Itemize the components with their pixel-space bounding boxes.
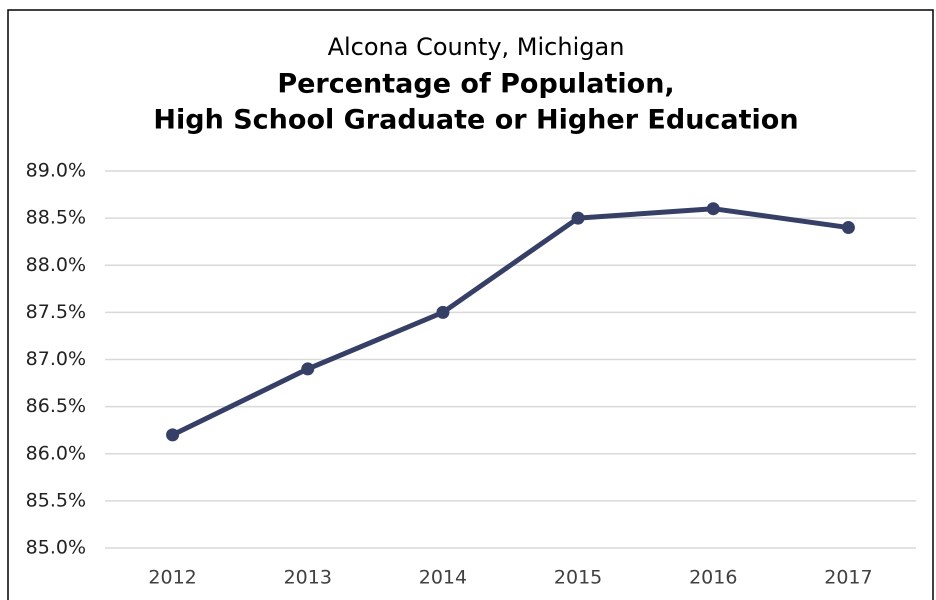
data-point (166, 428, 180, 442)
y-tick-label: 88.0% (26, 254, 86, 276)
chart-border (7, 9, 934, 600)
y-tick-label: 87.5% (26, 301, 86, 323)
chart-subtitle: Percentage of Population, (277, 69, 674, 100)
x-tick-label: 2016 (689, 567, 737, 589)
x-tick-label: 2014 (419, 567, 467, 589)
chart-title: Alcona County, Michigan (328, 33, 625, 61)
x-tick-label: 2017 (824, 567, 872, 589)
y-tick-label: 85.5% (26, 489, 86, 511)
x-tick-label: 2013 (284, 567, 332, 589)
data-point (706, 202, 720, 216)
y-tick-label: 85.0% (26, 537, 86, 559)
x-tick-label: 2012 (148, 567, 196, 589)
data-point (436, 305, 450, 319)
data-point (301, 362, 315, 376)
y-tick-label: 86.5% (26, 395, 86, 417)
data-point (841, 221, 855, 235)
x-tick-label: 2015 (554, 567, 602, 589)
data-point (571, 211, 585, 225)
y-tick-label: 87.0% (26, 348, 86, 370)
chart-subtitle: High School Graduate or Higher Education (153, 105, 798, 136)
y-tick-label: 86.0% (26, 442, 86, 464)
data-line (171, 206, 849, 438)
y-tick-label: 88.5% (26, 207, 86, 229)
y-tick-label: 89.0% (26, 160, 86, 182)
